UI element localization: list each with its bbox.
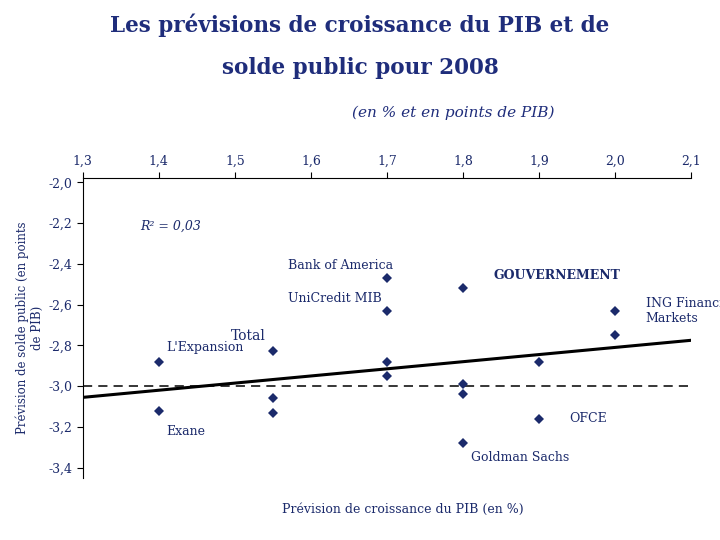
Text: Prévision de croissance du PIB (en %): Prévision de croissance du PIB (en %) (282, 503, 524, 516)
Text: solde public pour 2008: solde public pour 2008 (222, 57, 498, 79)
Y-axis label: Prévision de solde public (en points
de PIB): Prévision de solde public (en points de … (16, 222, 44, 434)
Text: Bank of America: Bank of America (288, 259, 393, 272)
Text: R² = 0,03: R² = 0,03 (140, 220, 201, 233)
Text: OFCE: OFCE (570, 412, 607, 426)
Text: UniCredit MIB: UniCredit MIB (288, 292, 382, 305)
Text: GOUVERNEMENT: GOUVERNEMENT (493, 269, 621, 282)
Text: Total: Total (230, 329, 266, 343)
Text: Les prévisions de croissance du PIB et de: Les prévisions de croissance du PIB et d… (110, 14, 610, 37)
Text: (en % et en points de PIB): (en % et en points de PIB) (352, 105, 555, 120)
Text: Goldman Sachs: Goldman Sachs (471, 451, 569, 464)
Text: L'Expansion: L'Expansion (166, 341, 244, 354)
Text: Exane: Exane (166, 425, 205, 438)
Text: ING Financial
Markets: ING Financial Markets (646, 296, 720, 325)
